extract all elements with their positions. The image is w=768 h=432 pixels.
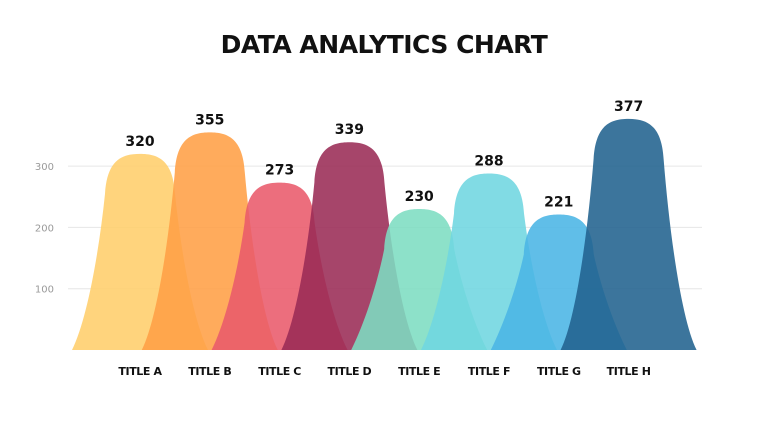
chart-title: DATA ANALYTICS CHART — [220, 30, 548, 59]
y-tick-label: 300 — [35, 162, 54, 173]
value-label: 339 — [335, 122, 364, 138]
category-label: TITLE G — [537, 365, 581, 378]
y-tick-label: 100 — [35, 285, 54, 296]
value-label: 221 — [544, 195, 573, 211]
y-tick-label: 200 — [35, 223, 54, 234]
category-label: TITLE B — [188, 365, 231, 378]
category-label: TITLE E — [398, 365, 440, 378]
value-label: 377 — [614, 99, 643, 115]
category-label: TITLE C — [258, 365, 301, 378]
category-label: TITLE D — [328, 365, 372, 378]
category-label: TITLE H — [607, 365, 651, 378]
value-label: 355 — [195, 112, 224, 128]
category-label: TITLE F — [468, 365, 510, 378]
value-label: 320 — [125, 134, 154, 150]
value-label: 230 — [405, 189, 434, 205]
value-label: 273 — [265, 163, 294, 179]
peak-h — [560, 118, 697, 350]
value-label: 288 — [474, 153, 503, 169]
category-label: TITLE A — [118, 365, 162, 378]
